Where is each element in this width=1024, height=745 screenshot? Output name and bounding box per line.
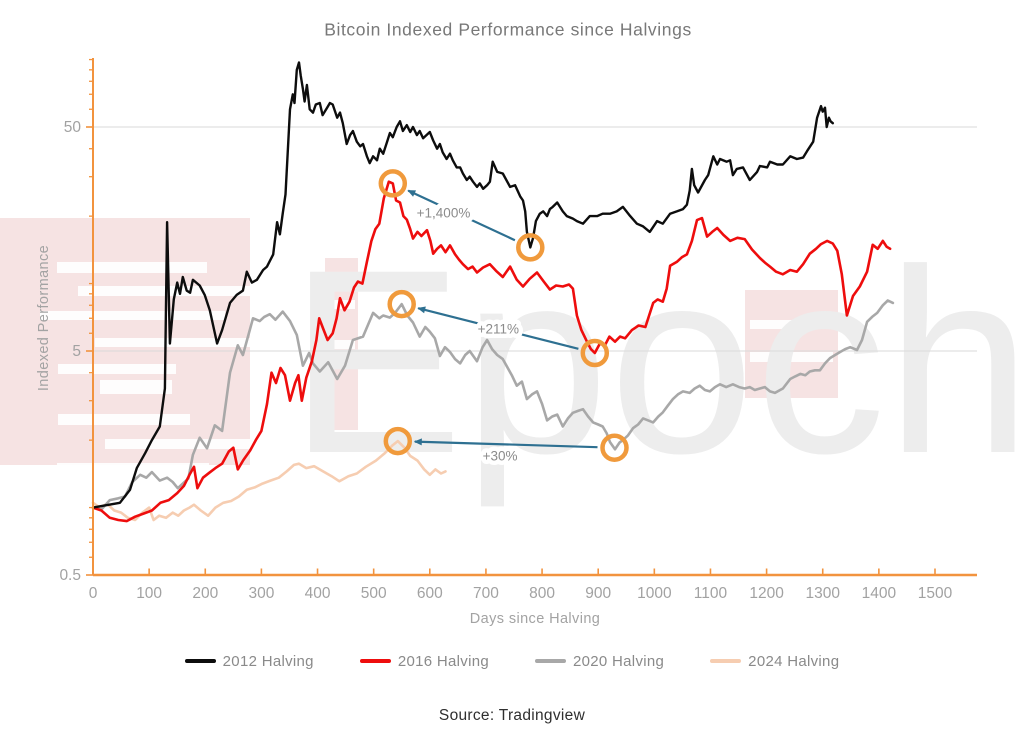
legend-swatch [359, 659, 391, 663]
x-tick-label: 1200 [749, 585, 784, 602]
epoch-text-watermark: Epoch [289, 215, 1024, 509]
annotation-label: +211% [478, 322, 519, 337]
x-tick-label: 1500 [918, 585, 953, 602]
legend-label: 2020 Halving [573, 652, 665, 670]
legend-swatch [535, 659, 566, 663]
x-tick-label: 600 [417, 585, 443, 602]
y-tick-label: 50 [64, 119, 82, 136]
x-tick-label: 200 [192, 585, 218, 602]
annotation-label: +1,400% [417, 205, 471, 220]
series-line-2012-halving [91, 61, 834, 509]
x-tick-label: 1000 [637, 585, 672, 602]
legend-swatch [184, 659, 216, 663]
annotation-circle-to [378, 169, 408, 198]
annotation-circle-from [600, 433, 629, 462]
x-tick-label: 900 [585, 585, 611, 602]
legend-label: 2024 Halving [748, 652, 840, 670]
legend: 2012 Halving 2016 Halving 2020 Halving 2024… [0, 648, 1024, 674]
annotation-circle-from [580, 338, 610, 368]
x-axis-title: Days since Halving [469, 611, 601, 627]
y-tick-label: 0.5 [59, 567, 81, 584]
epoch-watermark: Epoch [0, 215, 1024, 509]
chart-title: Bitcoin Indexed Performance since Halvin… [324, 19, 692, 40]
x-tick-label: 400 [305, 585, 331, 602]
annotation-arrow [407, 189, 516, 242]
annotation-circle-to [383, 426, 413, 456]
epoch-logo-watermark [745, 290, 838, 398]
series-line-2016-halving [91, 180, 892, 523]
x-tick-label: 0 [89, 585, 98, 602]
x-tick-label: 700 [473, 585, 499, 602]
legend-label: 2016 Halving [397, 652, 489, 670]
legend-item-2016-halving: 2016 Halving [359, 652, 489, 670]
x-tick-label: 1300 [805, 585, 840, 602]
y-tick-label: 5 [72, 343, 81, 360]
x-tick-label: 100 [136, 585, 162, 602]
legend-item-2020-halving: 2020 Halving [535, 653, 664, 670]
legend-label: 2012 Halving [222, 652, 314, 670]
annotation-label: +30% [483, 448, 518, 463]
x-tick-label: 300 [248, 585, 274, 602]
legend-swatch [710, 659, 742, 663]
annotation-circle-from [516, 233, 545, 262]
y-axis-title: Indexed Performance [36, 244, 52, 392]
x-tick-label: 800 [529, 585, 555, 602]
annotation-arrow [413, 438, 598, 449]
source-caption: Source: Tradingview [438, 707, 586, 724]
legend-item-2024-halving: 2024 Halving [710, 653, 839, 670]
legend-item-2012-halving: 2012 Halving [184, 652, 314, 670]
x-tick-label: 500 [361, 585, 387, 602]
x-tick-label: 1100 [694, 585, 728, 602]
x-tick-label: 1400 [862, 585, 897, 602]
series-line-2020-halving [91, 299, 895, 511]
annotation-circle-to [387, 289, 416, 319]
annotation-arrow [417, 306, 579, 350]
